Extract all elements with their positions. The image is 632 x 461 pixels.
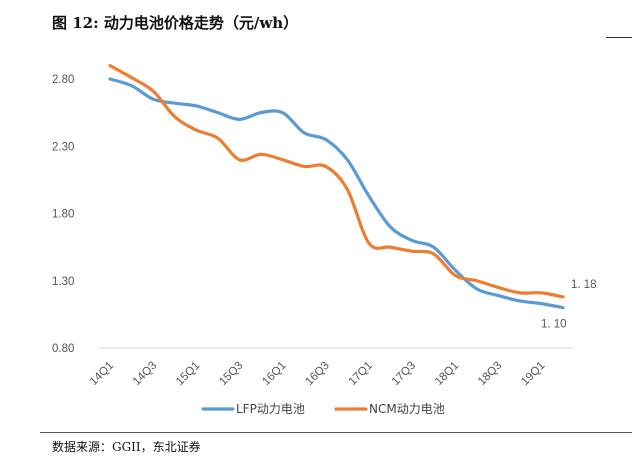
x-tick-label: 14Q1 [88, 360, 116, 388]
legend-label: LFP动力电池 [236, 402, 305, 416]
y-tick-label: 1.30 [52, 276, 74, 288]
y-tick-label: 0.80 [52, 343, 74, 355]
x-tick-label: 15Q3 [217, 360, 245, 388]
x-tick-label: 14Q3 [131, 360, 159, 388]
x-tick-label: 15Q1 [174, 360, 202, 388]
figure-title: 图 12: 动力电池价格走势（元/wh） [52, 14, 299, 32]
legend-label: NCM动力电池 [369, 402, 445, 416]
source-note: 数据来源：GGII，东北证券 [52, 440, 201, 454]
x-tick-label: 16Q1 [260, 360, 288, 388]
x-tick-label: 16Q3 [303, 360, 331, 388]
legend-item: NCM动力电池 [334, 402, 445, 416]
footer-divider [40, 432, 632, 433]
x-tick-label: 18Q1 [433, 360, 461, 388]
x-tick-label: 17Q3 [390, 360, 418, 388]
ncm-series-line [108, 63, 565, 299]
y-tick-label: 2.80 [52, 74, 74, 86]
x-tick-label: 19Q1 [519, 360, 547, 388]
y-tick-label: 2.30 [52, 141, 74, 153]
y-tick-label: 1.80 [52, 209, 74, 221]
legend-item: LFP动力电池 [201, 402, 305, 416]
title-divider [606, 37, 632, 38]
x-tick-label: 17Q1 [347, 360, 375, 388]
ncm-end-label: 1. 18 [571, 279, 597, 291]
x-tick-label: 18Q3 [476, 360, 504, 388]
lfp-end-label: 1. 10 [541, 319, 567, 331]
lfp-series-line [108, 77, 565, 310]
